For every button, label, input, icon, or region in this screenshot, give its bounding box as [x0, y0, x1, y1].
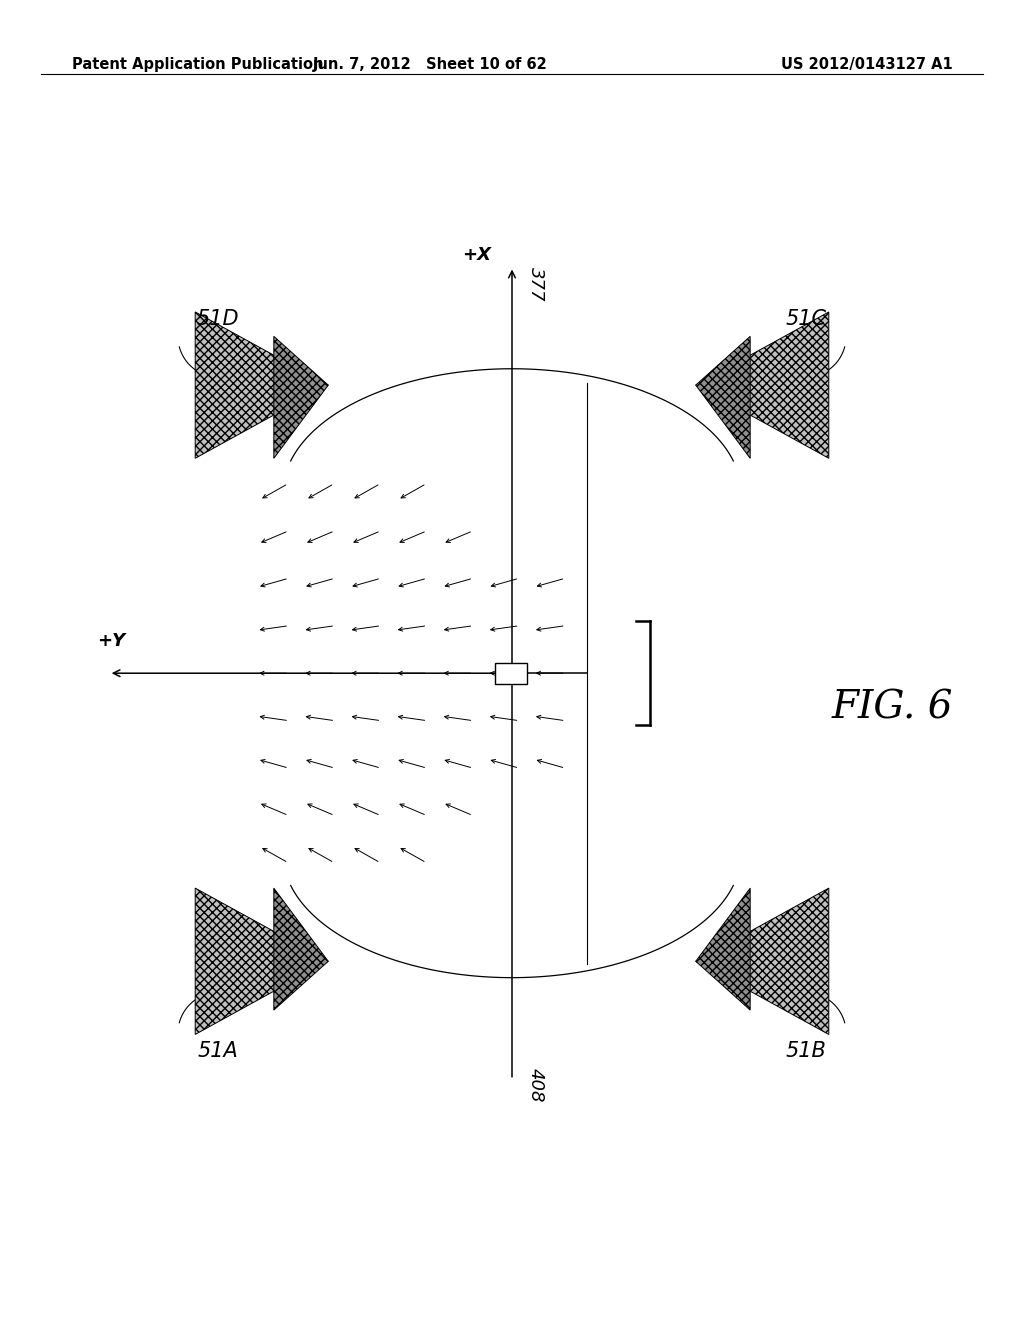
Text: FIG. 6: FIG. 6 [831, 689, 953, 726]
Polygon shape [273, 337, 329, 458]
Text: 51C: 51C [785, 309, 826, 329]
Polygon shape [695, 888, 751, 1010]
Text: 408: 408 [527, 1068, 545, 1102]
Text: 51D: 51D [197, 309, 240, 329]
Text: 51B: 51B [785, 1040, 826, 1061]
Text: 377: 377 [527, 267, 545, 301]
Polygon shape [695, 312, 828, 458]
Text: Jun. 7, 2012   Sheet 10 of 62: Jun. 7, 2012 Sheet 10 of 62 [312, 57, 548, 71]
Polygon shape [695, 888, 828, 1035]
Text: 51A: 51A [198, 1040, 239, 1061]
Text: +X: +X [462, 246, 492, 264]
Text: +Y: +Y [97, 632, 125, 649]
Text: Patent Application Publication: Patent Application Publication [72, 57, 324, 71]
Polygon shape [196, 888, 329, 1035]
Bar [495, 663, 527, 684]
Polygon shape [273, 888, 329, 1010]
Polygon shape [695, 337, 751, 458]
Polygon shape [196, 312, 329, 458]
Text: US 2012/0143127 A1: US 2012/0143127 A1 [780, 57, 952, 71]
